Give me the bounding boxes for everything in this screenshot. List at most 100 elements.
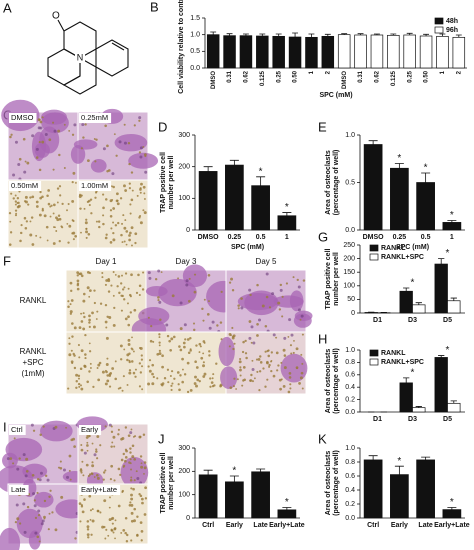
cell [112,238,116,242]
cell [212,373,215,376]
cell [69,478,72,481]
cell [183,345,186,349]
cell [166,334,170,338]
cell [50,204,53,207]
cell [139,188,142,191]
cell [138,362,141,365]
cell [109,496,111,499]
bar [412,304,426,314]
cell [77,377,80,380]
cell [268,363,271,367]
cell [37,118,41,122]
cell [85,218,88,221]
bar [305,36,318,69]
nucleus [32,492,36,496]
osteoclast [182,264,208,288]
cell [182,341,186,345]
nucleus [185,279,189,283]
legend-label: RANKL [381,245,406,252]
cell [81,460,84,463]
image-label-bg [9,113,37,123]
cell [233,342,236,345]
micrograph [145,331,227,395]
cell [296,367,298,370]
cell [117,275,121,278]
image-label: 0.50mM [11,181,38,190]
cell [9,457,13,461]
cell [158,341,161,344]
cell [133,519,136,523]
cell [105,370,108,374]
cell [117,504,121,508]
cell [91,464,95,468]
cell [75,386,78,390]
cell [270,370,273,373]
cell [89,362,92,365]
nucleus [39,471,43,475]
cell [209,385,212,388]
cell [88,370,91,373]
cell [129,212,132,215]
cell [129,311,132,314]
cell [143,466,147,470]
cell [194,360,197,363]
cell [181,357,184,361]
cell [289,344,293,347]
cell [99,302,103,305]
cell [125,230,129,233]
cell [130,539,133,542]
cell [80,384,82,387]
y-tick-label: 0.0 [345,515,355,522]
cell [270,360,272,363]
legend-swatch [434,17,444,25]
nucleus [118,140,122,144]
cell [71,133,75,136]
cell [96,473,99,477]
cell [80,320,84,323]
cell [84,357,87,360]
cell [58,240,61,243]
column-label: Day 5 [256,257,277,266]
cell [127,343,131,346]
cell [27,203,30,206]
cell [129,451,132,454]
cell [170,370,174,373]
cell [123,348,126,351]
cell [43,499,47,503]
x-tick-label: 1 [440,70,446,74]
cell [298,382,301,385]
cell [117,467,121,471]
x-tick-label: 0.31 [358,70,364,82]
cell [31,195,35,199]
cell [129,478,133,482]
cell [70,289,73,293]
cell [57,214,61,217]
bar [416,459,435,519]
bar [442,222,462,231]
cell [43,517,46,520]
cell [96,457,99,460]
cell [124,459,127,463]
nucleus [279,288,283,292]
cell [129,458,132,461]
nucleus [147,271,151,275]
cell [10,192,13,195]
cell [154,278,158,281]
bar [277,509,297,519]
cell [71,335,74,338]
legend-swatch [369,349,379,357]
cell [109,209,113,212]
cell [202,319,205,322]
error-bar [423,33,430,36]
cell [194,375,197,379]
cell [128,234,131,237]
cell [151,372,154,376]
bar [225,481,244,519]
cell [255,358,259,361]
cell [251,380,255,383]
legend-label: RANKL [381,350,406,357]
bar [363,459,383,519]
cell [41,195,44,198]
cell [34,516,38,519]
cell [20,224,23,227]
